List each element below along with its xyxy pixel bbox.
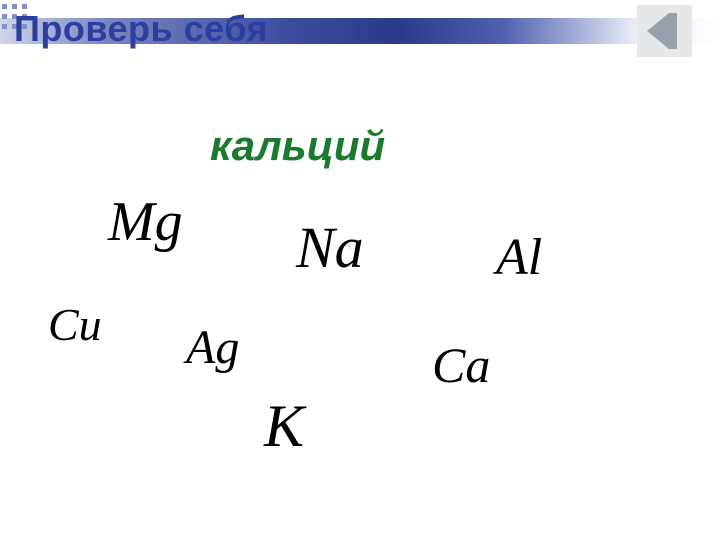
- element-option-cu[interactable]: Cu: [48, 298, 102, 351]
- element-option-k[interactable]: К: [264, 392, 304, 461]
- back-button[interactable]: [637, 5, 692, 57]
- decor-dot: [2, 14, 7, 19]
- element-option-na[interactable]: Na: [296, 214, 364, 281]
- question-word: кальций: [210, 122, 385, 170]
- decor-dot: [2, 24, 7, 29]
- page-title: Проверь себя: [14, 8, 268, 50]
- element-option-ca[interactable]: Ca: [432, 336, 490, 394]
- element-option-ag[interactable]: Ag: [186, 320, 239, 375]
- element-option-mg[interactable]: Mg: [108, 190, 183, 254]
- decor-dot: [2, 4, 7, 9]
- element-option-al[interactable]: Al: [496, 228, 542, 287]
